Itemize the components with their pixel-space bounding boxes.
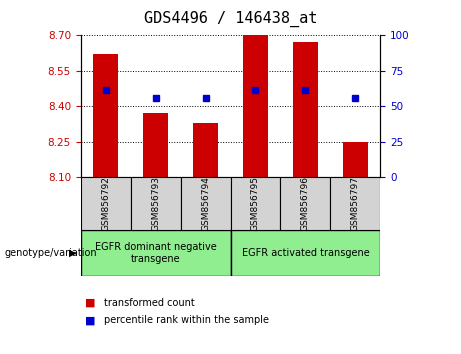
Text: GSM856795: GSM856795 (251, 176, 260, 231)
Bar (143, 113, 168, 177)
Bar (181, 177, 230, 230)
Bar (331, 177, 380, 230)
Text: genotype/variation: genotype/variation (5, 248, 97, 258)
Text: ▶: ▶ (69, 248, 77, 258)
Text: GSM856792: GSM856792 (101, 176, 110, 231)
Bar (130, 177, 181, 230)
Text: GSM856793: GSM856793 (151, 176, 160, 231)
Bar (243, 35, 268, 177)
Bar (230, 230, 380, 276)
Bar (193, 123, 218, 177)
Text: EGFR dominant negative
transgene: EGFR dominant negative transgene (95, 242, 217, 264)
Bar (230, 177, 280, 230)
Text: ■: ■ (85, 315, 95, 325)
Text: GDS4496 / 146438_at: GDS4496 / 146438_at (144, 11, 317, 27)
Bar (343, 142, 368, 177)
Bar (81, 230, 230, 276)
Text: GSM856794: GSM856794 (201, 176, 210, 231)
Text: GSM856796: GSM856796 (301, 176, 310, 231)
Text: EGFR activated transgene: EGFR activated transgene (242, 248, 369, 258)
Bar (93, 54, 118, 177)
Text: percentile rank within the sample: percentile rank within the sample (104, 315, 269, 325)
Bar (81, 177, 130, 230)
Bar (293, 42, 318, 177)
Bar (280, 177, 331, 230)
Text: transformed count: transformed count (104, 298, 195, 308)
Text: ■: ■ (85, 298, 95, 308)
Text: GSM856797: GSM856797 (351, 176, 360, 231)
